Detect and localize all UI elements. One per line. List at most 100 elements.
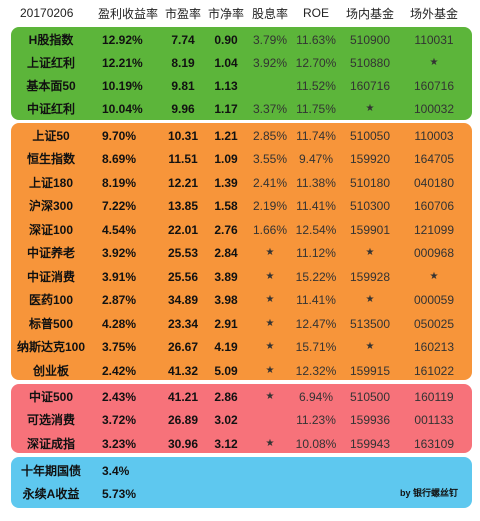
dividend-yield: 3.55% bbox=[252, 151, 288, 166]
table-row: 上证180 8.19% 12.21 1.39 2.41% 11.38% 510180 0401… bbox=[0, 171, 480, 194]
offsite-fund-code: 110003 bbox=[414, 128, 454, 143]
earnings-yield: 10.04% bbox=[102, 101, 143, 116]
footer-row: 十年期国债 3.4% bbox=[0, 459, 480, 482]
col-pe: 市盈率 bbox=[164, 6, 201, 21]
table-row: 创业板 2.42% 41.32 5.09 ★ 12.32% 159915 161022 bbox=[0, 359, 480, 382]
index-name: 上证180 bbox=[28, 176, 74, 190]
dividend-yield: 1.66% bbox=[252, 222, 288, 237]
pe-value: 26.67 bbox=[167, 339, 199, 354]
index-name: 上证红利 bbox=[26, 56, 75, 70]
onsite-fund-code: 159943 bbox=[349, 436, 391, 451]
pb-value: 3.02 bbox=[214, 412, 238, 427]
col-roe: ROE bbox=[302, 6, 329, 20]
offsite-fund-code: 160716 bbox=[413, 78, 455, 93]
index-name: 基本面50 bbox=[26, 79, 76, 93]
earnings-yield: 10.19% bbox=[102, 78, 143, 93]
table-row: 深证成指 3.23% 30.96 3.12 ★ 10.08% 159943 163109 bbox=[0, 432, 480, 455]
table-row: 中证消费 3.91% 25.56 3.89 ★ 15.22% 159928 ★ bbox=[0, 265, 480, 288]
pe-value: 22.01 bbox=[167, 222, 199, 237]
index-name: 深证成指 bbox=[26, 437, 75, 451]
earnings-yield: 4.54% bbox=[102, 222, 137, 237]
table-row: 沪深300 7.22% 13.85 1.58 2.19% 11.41% 510300 1607… bbox=[0, 194, 480, 217]
offsite-fund-code: 050025 bbox=[413, 316, 455, 331]
onsite-fund-code: 160716 bbox=[349, 78, 391, 93]
offsite-fund-code: 100032 bbox=[413, 101, 455, 116]
pb-value: 2.76 bbox=[214, 222, 238, 237]
index-name: 中证500 bbox=[28, 390, 74, 404]
pb-value: 1.58 bbox=[214, 198, 238, 213]
pe-value: 13.85 bbox=[167, 198, 199, 213]
table-row: 中证养老 3.92% 25.53 2.84 ★ 11.12% ★ 000968 bbox=[0, 241, 480, 264]
onsite-fund-code: 159920 bbox=[349, 151, 391, 166]
dividend-yield: 2.41% bbox=[252, 175, 288, 190]
dividend-yield bbox=[248, 408, 292, 431]
roe-value: 12.32% bbox=[295, 363, 337, 378]
roe-value: 11.74% bbox=[296, 128, 336, 143]
pb-value: 1.09 bbox=[214, 151, 238, 166]
dividend-yield: ★ bbox=[265, 391, 275, 402]
earnings-yield: 3.23% bbox=[102, 436, 137, 451]
offsite-fund-code: 161022 bbox=[413, 363, 455, 378]
pe-value: 34.89 bbox=[167, 292, 199, 307]
roe-value: 11.23% bbox=[296, 412, 336, 427]
onsite-fund-code: ★ bbox=[365, 294, 375, 305]
pb-value: 1.21 bbox=[214, 128, 238, 143]
onsite-fund-code: ★ bbox=[365, 247, 375, 258]
credit-text: by 银行螺丝钉 bbox=[400, 488, 459, 498]
table-row: 纳斯达克100 3.75% 26.67 4.19 ★ 15.71% ★ 160213 bbox=[0, 335, 480, 358]
table-row: 上证50 9.70% 10.31 1.21 2.85% 11.74% 510050 11000… bbox=[0, 124, 480, 147]
bond-value: 3.4% bbox=[102, 463, 130, 478]
earnings-yield: 12.92% bbox=[102, 32, 143, 47]
pe-value: 26.89 bbox=[167, 412, 199, 427]
roe-value: 15.22% bbox=[295, 269, 337, 284]
earnings-yield: 12.21% bbox=[102, 55, 143, 70]
pb-value: 3.12 bbox=[214, 436, 238, 451]
onsite-fund-code: ★ bbox=[365, 103, 375, 114]
offsite-fund-code: 040180 bbox=[413, 175, 455, 190]
pe-value: 25.53 bbox=[167, 245, 199, 260]
dividend-yield: ★ bbox=[265, 247, 275, 258]
date-label: 20170206 bbox=[20, 6, 74, 20]
pb-value: 1.04 bbox=[214, 55, 238, 70]
dividend-yield: ★ bbox=[265, 365, 275, 376]
earnings-yield: 8.69% bbox=[102, 151, 137, 166]
roe-value: 11.12% bbox=[296, 245, 336, 260]
roe-value: 15.71% bbox=[295, 339, 337, 354]
pb-value: 3.98 bbox=[214, 292, 238, 307]
col-earnings-yield: 盈利收益率 bbox=[98, 6, 159, 21]
earnings-yield: 2.43% bbox=[102, 389, 137, 404]
index-name: 纳斯达克100 bbox=[16, 340, 86, 354]
onsite-fund-code: 510050 bbox=[349, 128, 391, 143]
pb-value: 1.39 bbox=[214, 175, 238, 190]
col-pb: 市净率 bbox=[207, 6, 244, 21]
group-orange bbox=[11, 123, 472, 380]
dividend-yield: 3.37% bbox=[252, 101, 288, 116]
pb-value: 1.13 bbox=[214, 78, 238, 93]
pe-value: 9.96 bbox=[171, 101, 195, 116]
bond-label: 十年期国债 bbox=[20, 464, 81, 478]
onsite-fund-code: 159901 bbox=[349, 222, 391, 237]
pb-value: 3.89 bbox=[214, 269, 238, 284]
footer-row: 永续A收益 5.73% bbox=[0, 482, 480, 505]
dividend-yield: ★ bbox=[265, 294, 275, 305]
roe-value: 11.75% bbox=[296, 101, 336, 116]
pe-value: 12.21 bbox=[167, 175, 199, 190]
col-dividend: 股息率 bbox=[251, 6, 288, 21]
index-name: 可选消费 bbox=[26, 413, 75, 427]
table-row: 深证100 4.54% 22.01 2.76 1.66% 12.54% 159901 1210… bbox=[0, 218, 480, 241]
earnings-yield: 3.91% bbox=[102, 269, 137, 284]
group-red bbox=[11, 384, 472, 453]
dividend-yield: ★ bbox=[265, 438, 275, 449]
table-row: H股指数 12.92% 7.74 0.90 3.79% 11.63% 510900 11003… bbox=[0, 28, 480, 51]
roe-value: 11.41% bbox=[296, 292, 336, 307]
onsite-fund-code: 510180 bbox=[349, 175, 391, 190]
earnings-yield: 7.22% bbox=[102, 198, 137, 213]
offsite-fund-code: 110031 bbox=[414, 32, 454, 47]
earnings-yield: 3.72% bbox=[102, 412, 137, 427]
roe-value: 12.54% bbox=[295, 222, 337, 237]
pb-value: 2.84 bbox=[214, 245, 238, 260]
pe-value: 30.96 bbox=[167, 436, 199, 451]
pb-value: 5.09 bbox=[214, 363, 238, 378]
onsite-fund-code: 510300 bbox=[349, 198, 391, 213]
earnings-yield: 9.70% bbox=[102, 128, 137, 143]
